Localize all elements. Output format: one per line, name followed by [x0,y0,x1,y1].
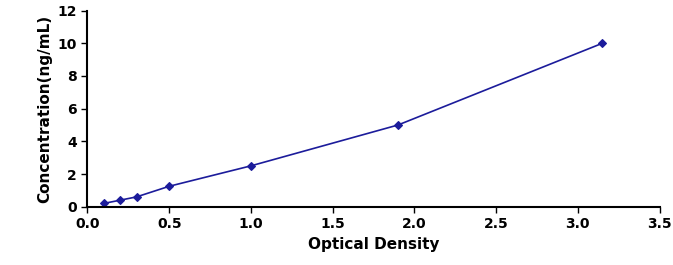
Y-axis label: Concentration(ng/mL): Concentration(ng/mL) [37,15,52,203]
X-axis label: Optical Density: Optical Density [308,237,439,252]
